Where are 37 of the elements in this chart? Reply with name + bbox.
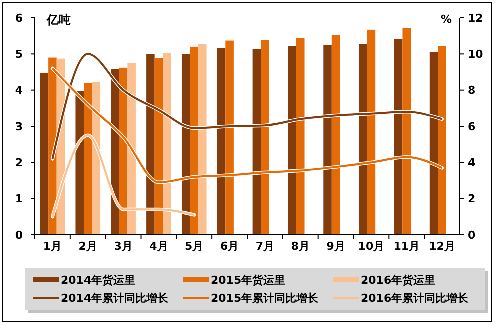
x-tick-label: 9月 bbox=[326, 240, 346, 253]
y2-tick-label: 10 bbox=[468, 48, 484, 62]
x-tick-label: 8月 bbox=[291, 240, 310, 253]
x-tick-label: 11月 bbox=[394, 240, 420, 253]
legend-label: 2014年货运里 bbox=[61, 274, 136, 287]
legend-label: 2014年累计同比增长 bbox=[61, 292, 170, 305]
y2-tick-label: 0 bbox=[468, 228, 476, 242]
bar bbox=[198, 44, 207, 235]
y2-tick-label: 6 bbox=[468, 120, 476, 134]
x-tick-label: 5月 bbox=[185, 240, 204, 253]
y-tick-label: 1 bbox=[15, 192, 23, 206]
y-tick-label: 2 bbox=[15, 156, 23, 170]
bar bbox=[40, 72, 49, 235]
y2-tick-label: 8 bbox=[468, 84, 476, 98]
y-tick-label: 4 bbox=[15, 84, 24, 98]
x-tick-label: 3月 bbox=[114, 240, 133, 253]
y2-tick-label: 12 bbox=[468, 12, 484, 25]
legend-label: 2015年货运里 bbox=[211, 274, 286, 287]
bar bbox=[76, 91, 84, 235]
y-tick-label: 5 bbox=[15, 48, 23, 62]
y-tick-label: 6 bbox=[15, 12, 24, 25]
y-tick-label: 3 bbox=[15, 120, 23, 134]
y2-axis-title: % bbox=[440, 13, 452, 26]
x-tick-label: 2月 bbox=[78, 240, 98, 253]
y2-tick-label: 2 bbox=[468, 192, 476, 206]
x-tick-label: 10月 bbox=[358, 240, 385, 253]
x-tick-label: 6月 bbox=[220, 240, 240, 253]
x-tick-label: 1月 bbox=[43, 240, 62, 253]
x-tick-label: 7月 bbox=[256, 240, 275, 253]
y-tick-label: 0 bbox=[15, 228, 24, 242]
x-tick-label: 4月 bbox=[150, 240, 168, 253]
y2-tick-label: 4 bbox=[468, 156, 476, 170]
y-axis-title: 亿吨 bbox=[46, 13, 71, 27]
legend-label: 2016年累计同比增长 bbox=[361, 292, 470, 305]
legend-label: 2016年货运里 bbox=[361, 274, 436, 287]
x-tick-label: 12月 bbox=[429, 240, 456, 253]
legend-label: 2015年累计同比增长 bbox=[211, 292, 320, 305]
